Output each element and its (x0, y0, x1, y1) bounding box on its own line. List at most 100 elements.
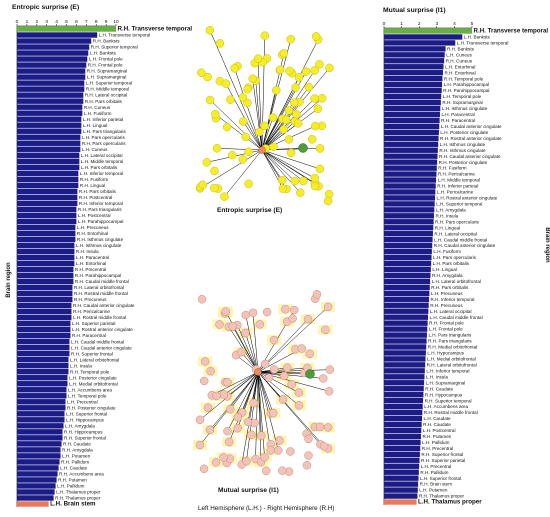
bar (17, 104, 83, 110)
bar-label: L.H. Rostral anterior cingulate (437, 196, 498, 201)
edge (261, 117, 274, 151)
bar-label: L.H. Cuneus (446, 52, 472, 57)
bar (17, 429, 63, 435)
edge (230, 371, 259, 410)
node (220, 192, 229, 201)
bar-label: R.H. Pallidum (61, 460, 89, 465)
bar-label: L.H. Temporal pole (68, 393, 107, 398)
edge (199, 149, 263, 189)
node (269, 365, 279, 374)
node (324, 387, 334, 396)
bar (384, 70, 443, 76)
node (210, 166, 219, 176)
node (317, 93, 327, 103)
node (319, 442, 329, 451)
node (260, 452, 269, 462)
bar-label: L.H. Frontal pole (429, 327, 463, 332)
node (304, 434, 313, 444)
bar-label: L.H. Caudate (60, 466, 88, 471)
edge (261, 149, 315, 179)
bar-label: R.H. Superior parietal (421, 458, 465, 463)
bar-label: L.H. Lateral orbitofrontal (432, 279, 481, 284)
node (260, 121, 269, 131)
bar-label: L.H. Thalamus proper (56, 490, 101, 495)
node (323, 423, 333, 432)
node (205, 95, 215, 105)
bar-label: R.H. Rostral middle frontal (424, 410, 478, 415)
edge (247, 371, 259, 422)
node-hub (258, 146, 266, 154)
node (269, 142, 278, 152)
bar-label: L.H. Superior temporal (86, 81, 132, 86)
bar-label: R.H. Thalamus proper (55, 496, 101, 501)
bar (17, 350, 70, 357)
bar (17, 86, 85, 92)
bar (384, 320, 428, 326)
node (304, 82, 314, 92)
bar (384, 248, 432, 255)
bar (384, 46, 446, 52)
bar (17, 447, 61, 453)
node (241, 132, 250, 142)
bar-label: L.H. Pars orbitalis (433, 261, 470, 266)
bar (384, 493, 418, 499)
bar (17, 236, 76, 243)
bar-label: L.H. Precentral (67, 399, 98, 404)
bar-label: L.H. Entorhinal (445, 64, 475, 69)
node (260, 359, 270, 369)
bar-label: R.H. Paracentral (441, 118, 475, 123)
node (219, 453, 228, 462)
node (292, 109, 301, 119)
bar-label: R.H. Temporal pole (444, 76, 484, 81)
bar-label: R.H. Lingual (435, 225, 460, 230)
bar (384, 64, 444, 70)
bar-label: L.H. Banksts (90, 51, 117, 56)
node (291, 83, 300, 92)
bar (17, 56, 88, 62)
bar-label: L.H. Rostral middle frontal (73, 315, 126, 320)
bar (17, 369, 69, 375)
bar-label: R.H. Pars orbitalis (85, 99, 123, 104)
bar-label: R.H. Pericalcarine (438, 172, 475, 177)
bar (17, 266, 74, 273)
bar (384, 296, 430, 302)
bar (17, 441, 62, 447)
node (223, 377, 232, 387)
bar-label: R.H. Inferior temporal (79, 201, 123, 206)
bar (17, 417, 65, 423)
bar (384, 183, 436, 189)
bar-label: R.H. Frontal pole (88, 63, 123, 68)
bar (384, 260, 432, 267)
bar (384, 499, 417, 505)
bar-label: R.H. Banksts (93, 39, 121, 44)
bar (384, 58, 445, 64)
entropic-network-title: Entropic surprise (E) (217, 207, 282, 214)
bar-label: L.H. Lingual (432, 267, 457, 272)
bar-label: R.H. Pars triangularis (428, 339, 472, 344)
bar (384, 141, 439, 147)
bar (17, 158, 80, 164)
node (296, 188, 305, 197)
bar (384, 236, 433, 243)
node (310, 173, 320, 183)
bar-label: R.H. Posterior cingulate (439, 160, 488, 165)
bar (384, 76, 443, 82)
bar-label: L.H. Caudal middle frontal (71, 339, 124, 344)
bar-label: L.H. Thalamus proper (418, 499, 482, 506)
node (202, 158, 212, 167)
edge (261, 113, 297, 151)
bar-label: R.H. Fusiform (80, 177, 109, 182)
edge (261, 149, 320, 170)
node (307, 134, 317, 144)
bar-label: L.H. Medial orbitofrontal (427, 357, 476, 362)
x-tick-label: 3 (45, 19, 48, 25)
edge (211, 371, 259, 396)
bar (17, 363, 69, 369)
bar (17, 477, 57, 483)
node (219, 390, 229, 399)
node (288, 314, 297, 323)
bar (17, 278, 74, 285)
bar-label: L.H. Temporal pole (443, 94, 482, 99)
node (318, 374, 328, 383)
bar-label: R.H. Postcentral (79, 195, 112, 200)
